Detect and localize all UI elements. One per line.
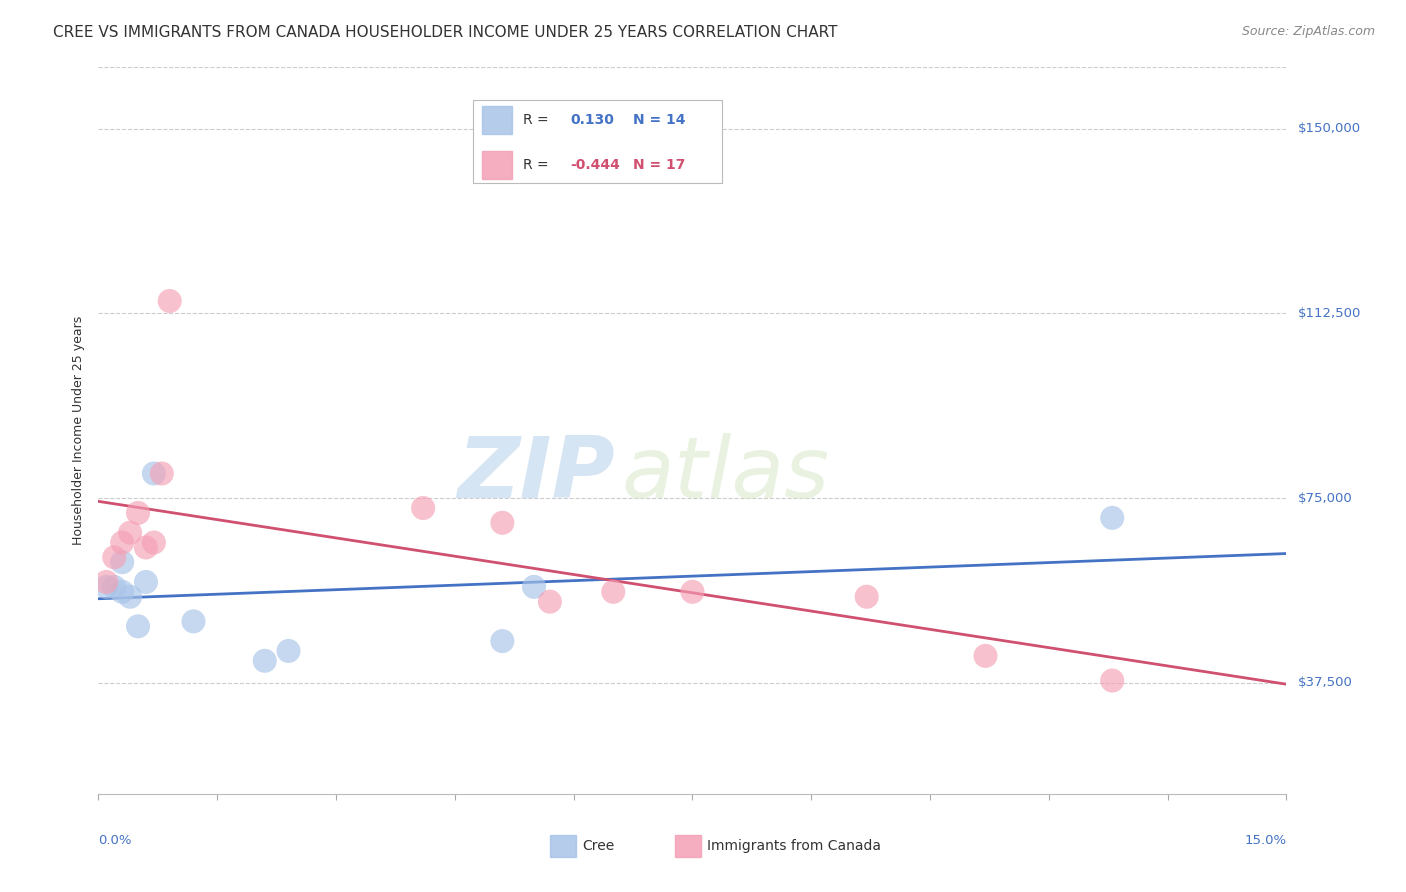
Point [681,584,703,599]
Point [855,590,877,604]
Text: N = 14: N = 14 [633,113,686,127]
Point [103,580,125,594]
Point [538,595,561,609]
Point [142,535,165,549]
Point [491,516,513,530]
Point [127,619,149,633]
Point [602,584,624,599]
Point [412,501,434,516]
Point [1101,673,1123,688]
Text: atlas: atlas [621,433,830,516]
FancyBboxPatch shape [675,835,700,857]
Text: N = 17: N = 17 [633,158,686,172]
Text: CREE VS IMMIGRANTS FROM CANADA HOUSEHOLDER INCOME UNDER 25 YEARS CORRELATION CHA: CREE VS IMMIGRANTS FROM CANADA HOUSEHOLD… [53,25,838,40]
Text: Cree: Cree [582,839,614,854]
Point [135,541,157,555]
FancyBboxPatch shape [482,106,512,134]
Text: $37,500: $37,500 [1298,676,1353,690]
Text: R =: R = [523,158,548,172]
Text: Immigrants from Canada: Immigrants from Canada [707,839,880,854]
Point [523,580,546,594]
Text: R =: R = [523,113,548,127]
Point [135,574,157,589]
Point [120,525,142,540]
Text: $75,000: $75,000 [1298,491,1353,505]
Point [150,467,173,481]
Text: 0.130: 0.130 [569,113,614,127]
Point [277,644,299,658]
Point [96,574,118,589]
Point [103,550,125,565]
Text: -0.444: -0.444 [569,158,620,172]
Point [159,293,181,308]
Point [491,634,513,648]
Text: Source: ZipAtlas.com: Source: ZipAtlas.com [1241,25,1375,38]
Point [111,535,134,549]
Text: $150,000: $150,000 [1298,122,1361,135]
Text: ZIP: ZIP [457,433,616,516]
Point [974,648,997,663]
FancyBboxPatch shape [550,835,576,857]
FancyBboxPatch shape [472,100,723,183]
Point [111,584,134,599]
Point [253,654,276,668]
Point [142,467,165,481]
Point [1101,511,1123,525]
Point [96,580,118,594]
Text: 15.0%: 15.0% [1244,834,1286,847]
FancyBboxPatch shape [482,152,512,179]
Text: 0.0%: 0.0% [98,834,132,847]
Point [111,555,134,569]
Point [127,506,149,520]
Text: $112,500: $112,500 [1298,307,1361,320]
Point [120,590,142,604]
Y-axis label: Householder Income Under 25 years: Householder Income Under 25 years [72,316,86,545]
Point [183,615,205,629]
